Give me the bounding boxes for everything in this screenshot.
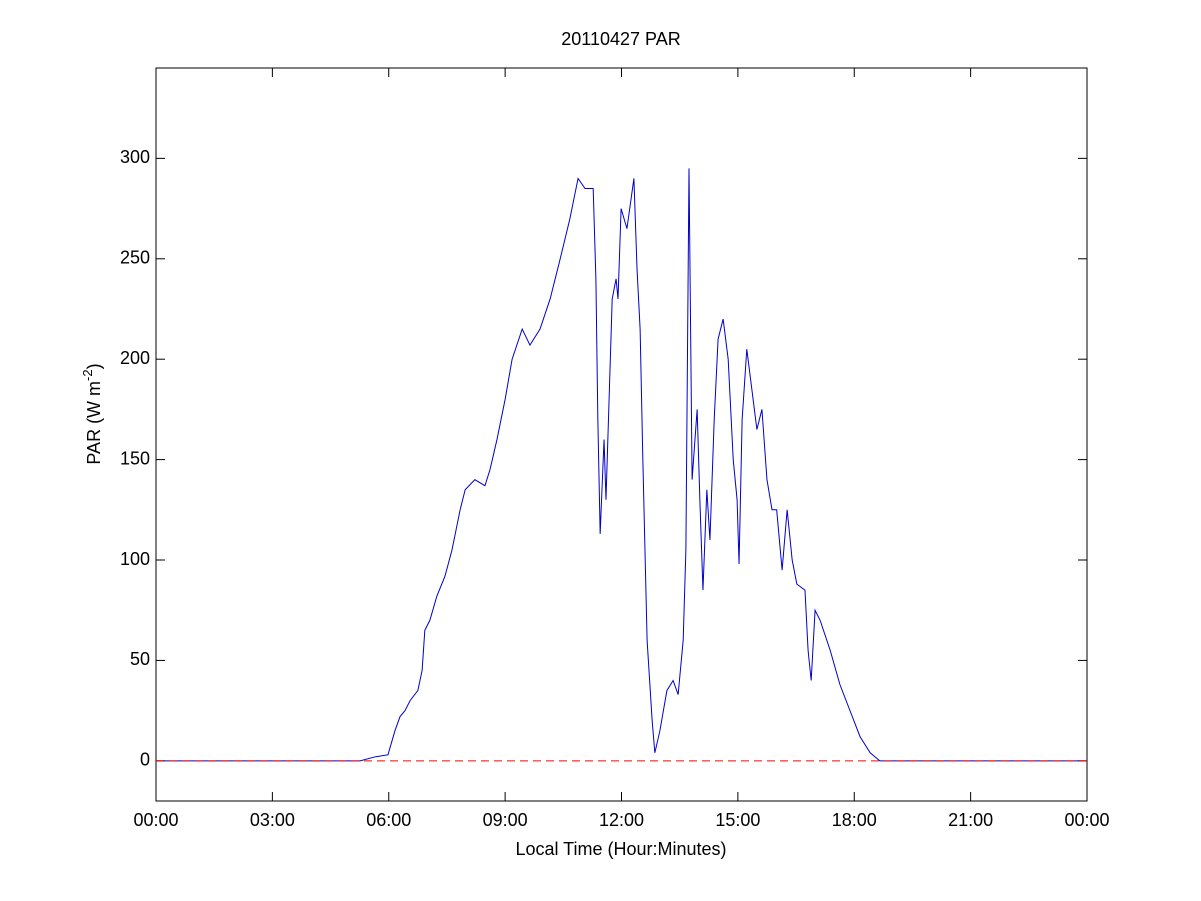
y-axis-label-superscript: -2 <box>80 369 95 381</box>
x-tick-label: 03:00 <box>250 810 295 830</box>
y-tick-label: 250 <box>120 248 150 268</box>
x-tick-label: 18:00 <box>832 810 877 830</box>
y-tick-label: 150 <box>120 448 150 468</box>
x-tick-label: 00:00 <box>133 810 178 830</box>
y-tick-label: 100 <box>120 549 150 569</box>
x-axis-label: Local Time (Hour:Minutes) <box>515 839 726 859</box>
y-axis-label-text: ) <box>84 363 104 369</box>
x-tick-label: 12:00 <box>599 810 644 830</box>
data-line <box>156 168 1087 762</box>
y-tick-label: 0 <box>140 750 150 770</box>
plot-frame <box>155 67 1088 802</box>
x-tick-label: 06:00 <box>366 810 411 830</box>
x-tick-label: 15:00 <box>715 810 760 830</box>
y-axis-label: PAR (W m-2) <box>80 363 104 464</box>
chart-title: 20110427 PAR <box>561 29 680 49</box>
x-tick-label: 09:00 <box>483 810 528 830</box>
x-tick-label: 00:00 <box>1064 810 1109 830</box>
y-axis-label-text: PAR (W m <box>84 381 104 465</box>
x-tick-label: 21:00 <box>948 810 993 830</box>
y-tick-label: 200 <box>120 348 150 368</box>
y-tick-label: 300 <box>120 147 150 167</box>
y-tick-label: 50 <box>130 649 150 669</box>
